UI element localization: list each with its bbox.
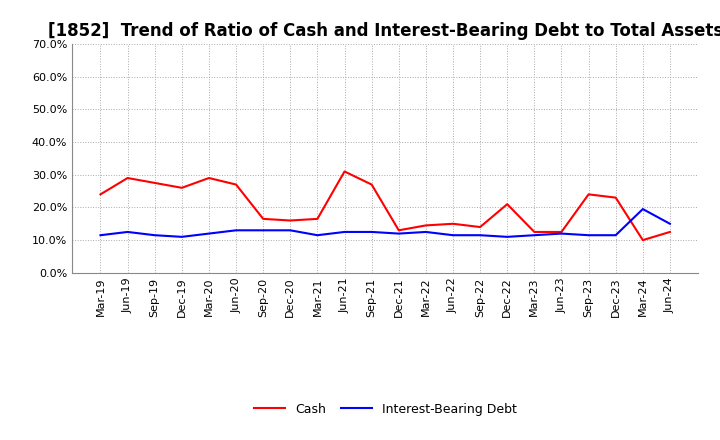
Cash bbox=[286, 218, 294, 223]
Cash bbox=[557, 229, 566, 235]
Interest-Bearing Debt bbox=[421, 229, 430, 235]
Interest-Bearing Debt bbox=[530, 233, 539, 238]
Cash bbox=[421, 223, 430, 228]
Interest-Bearing Debt bbox=[584, 233, 593, 238]
Interest-Bearing Debt bbox=[178, 234, 186, 239]
Interest-Bearing Debt bbox=[123, 229, 132, 235]
Interest-Bearing Debt bbox=[503, 234, 511, 239]
Interest-Bearing Debt bbox=[367, 229, 376, 235]
Interest-Bearing Debt bbox=[313, 233, 322, 238]
Cash bbox=[367, 182, 376, 187]
Interest-Bearing Debt bbox=[96, 233, 105, 238]
Cash bbox=[611, 195, 620, 200]
Interest-Bearing Debt bbox=[150, 233, 159, 238]
Cash bbox=[503, 202, 511, 207]
Cash bbox=[96, 192, 105, 197]
Interest-Bearing Debt bbox=[665, 221, 674, 227]
Interest-Bearing Debt bbox=[259, 227, 268, 233]
Cash bbox=[178, 185, 186, 191]
Cash bbox=[665, 229, 674, 235]
Cash bbox=[395, 227, 403, 233]
Interest-Bearing Debt bbox=[557, 231, 566, 236]
Cash bbox=[584, 192, 593, 197]
Cash bbox=[232, 182, 240, 187]
Line: Interest-Bearing Debt: Interest-Bearing Debt bbox=[101, 209, 670, 237]
Interest-Bearing Debt bbox=[476, 233, 485, 238]
Cash bbox=[476, 224, 485, 230]
Cash bbox=[259, 216, 268, 221]
Cash bbox=[341, 169, 349, 174]
Legend: Cash, Interest-Bearing Debt: Cash, Interest-Bearing Debt bbox=[248, 398, 522, 421]
Interest-Bearing Debt bbox=[232, 227, 240, 233]
Cash bbox=[204, 176, 213, 181]
Interest-Bearing Debt bbox=[449, 233, 457, 238]
Interest-Bearing Debt bbox=[204, 231, 213, 236]
Interest-Bearing Debt bbox=[395, 231, 403, 236]
Cash bbox=[639, 238, 647, 243]
Cash bbox=[449, 221, 457, 227]
Interest-Bearing Debt bbox=[341, 229, 349, 235]
Interest-Bearing Debt bbox=[286, 227, 294, 233]
Cash bbox=[530, 229, 539, 235]
Cash bbox=[123, 176, 132, 181]
Interest-Bearing Debt bbox=[639, 206, 647, 212]
Title: [1852]  Trend of Ratio of Cash and Interest-Bearing Debt to Total Assets: [1852] Trend of Ratio of Cash and Intere… bbox=[48, 22, 720, 40]
Cash bbox=[313, 216, 322, 221]
Cash bbox=[150, 180, 159, 186]
Interest-Bearing Debt bbox=[611, 233, 620, 238]
Line: Cash: Cash bbox=[101, 172, 670, 240]
